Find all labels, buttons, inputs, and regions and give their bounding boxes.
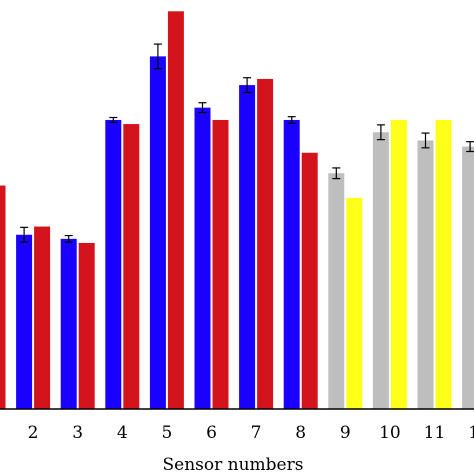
x-tick-label-3: 3 [72, 423, 83, 443]
bar-series1-sensor-10 [372, 132, 389, 409]
x-tick-label-4: 4 [117, 423, 128, 443]
x-tick-label-6: 6 [206, 423, 217, 443]
x-tick-label-2: 2 [28, 423, 39, 443]
x-axis-title: Sensor numbers [163, 455, 304, 474]
bar-series1-sensor-5 [149, 56, 166, 410]
bar-series2-sensor-1 [0, 185, 6, 409]
bar-series2-sensor-2 [34, 226, 51, 409]
error-bar-sensor-4 [109, 116, 118, 124]
x-tick-label-12: 12 [468, 423, 474, 443]
bar-series2-sensor-9 [346, 197, 363, 409]
bar-series1-sensor-3 [60, 238, 77, 409]
x-tick-label-10: 10 [379, 423, 401, 443]
error-bar-sensor-10 [376, 124, 385, 141]
bar-series1-sensor-4 [105, 119, 122, 409]
bar-series2-sensor-5 [167, 11, 184, 410]
bar-series1-sensor-12 [462, 146, 474, 409]
bar-series2-sensor-3 [78, 242, 95, 409]
bar-series2-sensor-6 [212, 119, 229, 409]
error-bar-sensor-7 [243, 77, 252, 94]
error-bar-sensor-11 [421, 132, 430, 149]
bar-series2-sensor-8 [301, 152, 318, 409]
error-bar-sensor-5 [153, 43, 162, 70]
bar-series1-sensor-7 [239, 85, 256, 409]
bar-series2-sensor-11 [435, 119, 452, 409]
bar-series1-sensor-11 [417, 140, 434, 409]
bar-series2-sensor-7 [257, 78, 274, 409]
x-tick-label-11: 11 [424, 423, 446, 443]
bar-series1-sensor-6 [194, 107, 211, 410]
bar-series1-sensor-8 [283, 119, 300, 409]
bar-series2-sensor-10 [390, 119, 407, 409]
error-bar-sensor-3 [64, 234, 73, 243]
x-tick-label-7: 7 [251, 423, 262, 443]
error-bar-sensor-12 [466, 141, 474, 153]
bars-layer [0, 11, 474, 410]
x-tick-label-9: 9 [340, 423, 351, 443]
x-tick-label-5: 5 [161, 423, 172, 443]
bar-series1-sensor-9 [328, 173, 345, 409]
error-bar-sensor-6 [198, 102, 207, 114]
error-bar-sensor-2 [20, 226, 29, 243]
x-tick-label-8: 8 [295, 423, 306, 443]
error-bar-sensor-8 [287, 116, 296, 124]
x-tick-labels: 123456789101112 [28, 423, 474, 443]
bar-series1-sensor-2 [16, 234, 33, 409]
error-bar-sensor-9 [332, 167, 341, 180]
bar-series2-sensor-4 [123, 124, 140, 410]
